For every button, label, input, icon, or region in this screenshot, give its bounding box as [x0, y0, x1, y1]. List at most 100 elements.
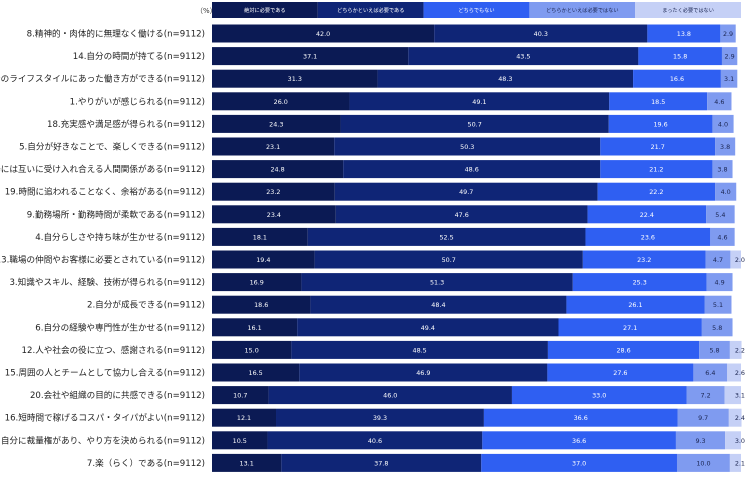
data-label: 47.6 — [455, 211, 469, 219]
bar-row: 5.自分が好きなことで、楽しくできる(n=9112) 23.1 50.3 21.7 3.… — [19, 137, 736, 156]
bar-row: 2.自分が成長できる(n=9112) 18.6 48.4 26.1 5.1 — [87, 295, 732, 314]
bar-segment — [481, 453, 677, 472]
data-label: 52.5 — [439, 233, 453, 241]
data-label: 23.6 — [641, 233, 655, 241]
bar-segment — [609, 92, 708, 111]
bar-segment — [310, 295, 567, 314]
bar-segment — [212, 453, 282, 472]
data-label: 21.2 — [649, 166, 663, 174]
category-label: 19.時間に追われることなく、余裕がある(n=9112) — [5, 186, 205, 198]
bar-segment — [377, 69, 634, 88]
bar-segment — [705, 250, 731, 269]
data-label: 33.0 — [592, 392, 606, 400]
category-label: 1.やりがいが感じられる(n=9112) — [70, 95, 205, 107]
data-label: 4.7 — [713, 256, 723, 264]
bar-segment — [547, 340, 700, 359]
bar-segment — [600, 160, 713, 179]
bar-segment — [212, 47, 409, 66]
bar-segment — [572, 273, 707, 292]
data-label: 3.0 — [735, 437, 745, 445]
data-label: 50.7 — [468, 120, 482, 128]
category-label: 15.周囲の人とチームとして協力し合える(n=9112) — [5, 367, 205, 379]
category-label: 8.精神的・肉体的に無理なく働ける(n=9112) — [27, 28, 205, 40]
bar-segment — [212, 431, 268, 450]
bar-segment — [608, 114, 713, 133]
category-label: 9.勤務場所・勤務時間が柔軟である(n=9112) — [27, 208, 205, 220]
bar-row: 8.精神的・肉体的に無理なく働ける(n=9112) 42.0 40.3 13.8 2.9 — [27, 24, 736, 43]
bar-segment — [677, 408, 729, 427]
data-label: 15.8 — [673, 53, 687, 61]
data-label: 9.3 — [695, 437, 705, 445]
bar-segment — [212, 227, 308, 246]
data-label: 22.2 — [649, 188, 663, 196]
bar-segment — [291, 340, 548, 359]
bar-segment — [729, 340, 742, 359]
bar-segment — [729, 453, 741, 472]
data-label: 16.9 — [250, 279, 264, 287]
legend-label-4: どちらかといえば必要ではない — [546, 6, 619, 14]
data-label: 50.7 — [442, 256, 456, 264]
data-label: 27.1 — [623, 324, 637, 332]
legend-label-3: どちらでもない — [458, 6, 494, 14]
category-label: 2.自分が成長できる(n=9112) — [87, 299, 205, 311]
data-label: 2.9 — [723, 30, 733, 38]
bar-segment — [281, 453, 482, 472]
bar-segment — [511, 386, 687, 405]
bar-row: 16.短時間で稼げるコスパ・タイパがよい(n=9112) 12.1 39.3 36.6… — [5, 408, 745, 427]
bar-segment — [212, 69, 378, 88]
bar-row: 15.周囲の人とチームとして協力し合える(n=9112) 16.5 46.9 27.6… — [5, 363, 745, 382]
data-label: 49.7 — [459, 188, 473, 196]
data-label: 5.4 — [715, 211, 725, 219]
data-label: 2.2 — [735, 346, 745, 354]
bar-segment — [268, 386, 512, 405]
data-label: 13.8 — [677, 30, 691, 38]
data-label: 22.4 — [640, 211, 654, 219]
legend-swatch-2 — [317, 2, 424, 18]
bar-segment — [675, 431, 726, 450]
data-label: 4.6 — [717, 233, 727, 241]
bar-segment — [715, 182, 737, 201]
data-label: 12.1 — [237, 414, 251, 422]
data-label: 36.6 — [572, 437, 586, 445]
bar-segment — [343, 160, 601, 179]
data-label: 13.1 — [240, 459, 254, 467]
data-label: 4.0 — [718, 120, 728, 128]
legend: 絶対に必要である どちらかといえば必要である どちらでもない どちらかといえば必要では… — [212, 2, 741, 18]
data-label: 49.1 — [472, 98, 486, 106]
bar-segment — [707, 92, 732, 111]
data-label: 46.9 — [416, 369, 430, 377]
legend-swatch-3 — [423, 2, 530, 18]
data-label: 27.6 — [613, 369, 627, 377]
category-label: 17.職場には互いに受け入れ合える人間関係がある(n=9112) — [0, 163, 205, 175]
legend-swatch-5 — [635, 2, 741, 18]
data-label: 39.3 — [373, 414, 387, 422]
data-label: 16.6 — [670, 75, 684, 83]
bar-segment — [582, 250, 706, 269]
category-label: 4.自分らしさや持ち味が生かせる(n=9112) — [35, 231, 205, 243]
bar-segment — [334, 137, 601, 156]
bar-segment — [710, 227, 735, 246]
data-label: 50.3 — [460, 143, 474, 151]
legend-label-5: まったく必要ではない — [662, 6, 714, 14]
data-label: 7.2 — [700, 392, 710, 400]
data-label: 37.1 — [303, 53, 317, 61]
category-label: 7.楽（らく）である(n=9112) — [87, 457, 205, 469]
bar-segment — [704, 295, 732, 314]
data-label: 2.1 — [735, 459, 745, 467]
bar-segment — [335, 205, 588, 224]
bar-row: 19.時間に追われることなく、余裕がある(n=9112) 23.2 49.7 22.2… — [5, 182, 737, 201]
bar-segment — [587, 205, 707, 224]
bar-segment — [212, 363, 300, 382]
bar-segment — [686, 386, 725, 405]
bar-segment — [267, 431, 483, 450]
bar-segment — [585, 227, 711, 246]
bar-row: 17.職場には互いに受け入れ合える人間関係がある(n=9112) 24.8 48.6… — [0, 160, 733, 179]
bar-segment — [340, 114, 609, 133]
bar-segment — [647, 24, 721, 43]
data-label: 18.1 — [253, 233, 267, 241]
data-label: 48.3 — [498, 75, 512, 83]
category-label: 18.充実感や満足感が得られる(n=9112) — [47, 118, 205, 130]
data-label: 18.5 — [651, 98, 665, 106]
bar-segment — [301, 273, 573, 292]
